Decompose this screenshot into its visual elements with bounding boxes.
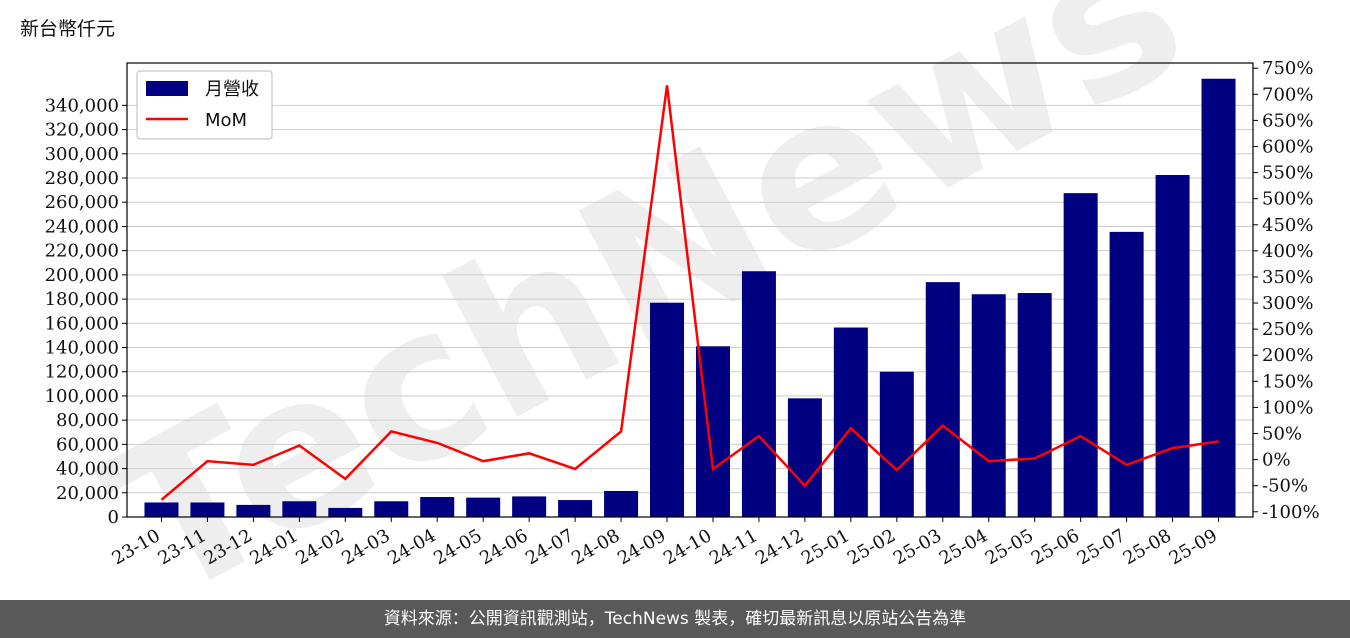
left-tick-label: 320,000 — [45, 120, 119, 141]
x-tick-label: 24-09 — [614, 525, 669, 569]
x-tick-label: 25-05 — [982, 525, 1037, 569]
revenue-bar — [971, 294, 1006, 517]
revenue-bar — [1063, 193, 1098, 517]
left-tick-label: 60,000 — [56, 434, 119, 455]
x-tick-label: 25-02 — [844, 525, 899, 569]
revenue-bar — [879, 371, 914, 517]
x-tick-label: 25-08 — [1120, 525, 1175, 569]
x-tick-label: 25-09 — [1166, 525, 1221, 569]
revenue-bar — [925, 282, 960, 517]
revenue-bar — [144, 502, 179, 517]
left-tick-label: 240,000 — [45, 216, 119, 237]
x-tick-label: 25-01 — [798, 525, 853, 569]
right-tick-label: 150% — [1262, 371, 1313, 392]
legend-bar-label: 月營收 — [205, 79, 259, 100]
right-tick-label: -100% — [1262, 502, 1320, 523]
left-tick-label: 180,000 — [45, 289, 119, 310]
right-tick-label: 650% — [1262, 110, 1313, 131]
revenue-bar — [1201, 78, 1236, 517]
x-tick-label: 24-11 — [706, 525, 761, 569]
revenue-bar — [420, 497, 455, 517]
revenue-bar — [236, 504, 271, 517]
x-tick-label: 24-07 — [522, 525, 577, 569]
left-tick-label: 340,000 — [45, 95, 119, 116]
x-tick-label: 24-05 — [430, 525, 485, 569]
x-tick-label: 25-03 — [890, 525, 945, 569]
revenue-bar — [190, 502, 225, 517]
legend: 月營收 MoM — [136, 70, 273, 140]
revenue-bar — [787, 398, 822, 517]
x-tick-label: 25-04 — [936, 525, 991, 569]
revenue-bar — [650, 302, 685, 517]
right-tick-label: 50% — [1262, 424, 1302, 445]
left-tick-label: 80,000 — [56, 410, 119, 431]
left-tick-label: 100,000 — [45, 386, 119, 407]
right-tick-label: 0% — [1262, 450, 1291, 471]
left-tick-label: 200,000 — [45, 265, 119, 286]
x-tick-label: 24-10 — [660, 525, 715, 569]
left-tick-label: 20,000 — [56, 483, 119, 504]
revenue-bar — [328, 507, 363, 517]
right-tick-label: 400% — [1262, 241, 1313, 262]
x-tick-label: 25-06 — [1028, 525, 1083, 569]
right-tick-label: 500% — [1262, 189, 1313, 210]
revenue-bar — [466, 497, 501, 517]
y-axis-unit-label: 新台幣仟元 — [20, 18, 116, 40]
left-tick-label: 300,000 — [45, 144, 119, 165]
left-tick-label: 40,000 — [56, 459, 119, 480]
source-footer: 資料來源：公開資訊觀測站，TechNews 製表，確切最新訊息以原站公告為準 — [0, 600, 1350, 638]
left-tick-label: 220,000 — [45, 241, 119, 262]
revenue-bar — [833, 327, 868, 517]
revenue-bar — [1155, 174, 1190, 517]
revenue-bar — [558, 500, 593, 517]
left-tick-label: 120,000 — [45, 362, 119, 383]
revenue-bar — [741, 271, 776, 517]
revenue-bar — [1109, 231, 1144, 517]
revenue-bar — [604, 490, 639, 517]
left-tick-label: 260,000 — [45, 192, 119, 213]
left-tick-label: 280,000 — [45, 168, 119, 189]
right-tick-label: 750% — [1262, 58, 1313, 79]
mom-line-series — [160, 85, 1219, 501]
right-tick-label: 450% — [1262, 215, 1313, 236]
left-tick-label: 160,000 — [45, 313, 119, 334]
legend-line-label: MoM — [205, 110, 247, 131]
left-tick-label: 0 — [108, 507, 119, 528]
mom-line — [160, 85, 1219, 501]
revenue-bar — [512, 496, 547, 517]
right-tick-label: 350% — [1262, 267, 1313, 288]
right-tick-label: 300% — [1262, 293, 1313, 314]
plot-frame — [126, 62, 1254, 518]
revenue-bar — [1017, 293, 1052, 517]
left-y-axis: 0 20,000 40,000 60,000 80,000 100,000 120,000 1… — [45, 95, 127, 528]
x-tick-label: 24-06 — [476, 525, 531, 569]
chart: TechNews 020,00040,00060,00080,000100,00… — [45, 0, 1320, 600]
revenue-bar — [374, 501, 409, 517]
bar-series — [144, 78, 1236, 517]
right-tick-label: -50% — [1262, 476, 1308, 497]
x-tick-label: 24-08 — [568, 525, 623, 569]
right-tick-label: 550% — [1262, 163, 1313, 184]
legend-bar-swatch — [146, 81, 188, 96]
right-y-axis: -100% -50% 0% 50% 100% 150% 200% 250% 300% 350% 40… — [1253, 58, 1320, 523]
right-tick-label: 100% — [1262, 397, 1313, 418]
right-tick-label: 600% — [1262, 136, 1313, 157]
x-tick-label: 24-12 — [752, 525, 807, 569]
x-tick-label: 25-07 — [1074, 525, 1129, 569]
revenue-bar — [282, 501, 317, 517]
left-tick-label: 140,000 — [45, 338, 119, 359]
right-tick-label: 700% — [1262, 84, 1313, 105]
right-tick-label: 250% — [1262, 319, 1313, 340]
right-tick-label: 200% — [1262, 345, 1313, 366]
